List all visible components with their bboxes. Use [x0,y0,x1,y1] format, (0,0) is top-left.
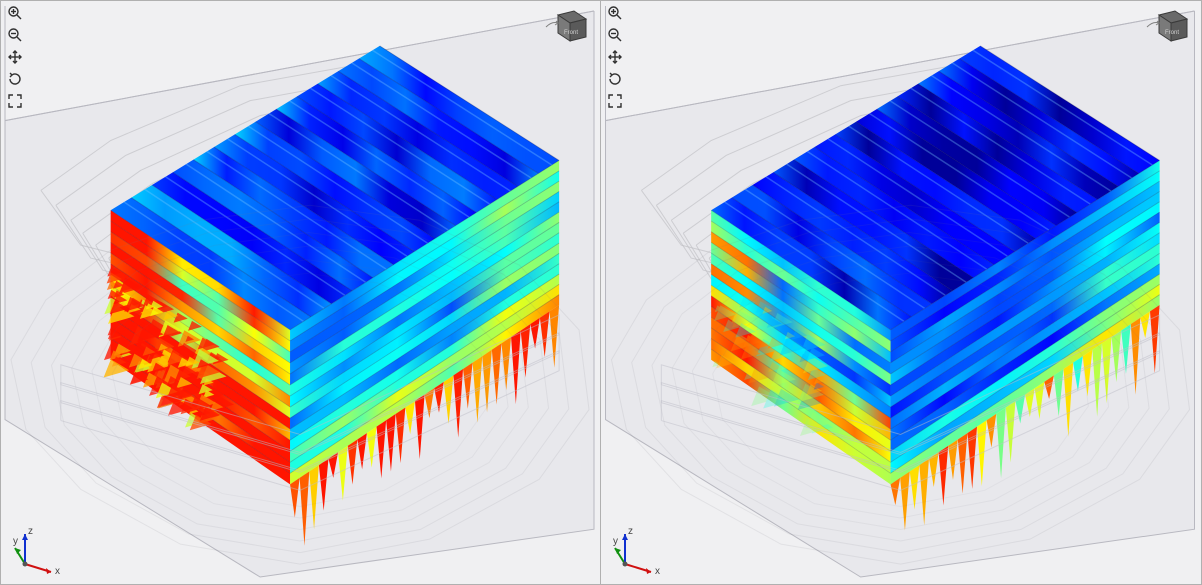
axis-z-label: z [628,526,633,537]
axis-triad: x y z [13,524,65,576]
zoom-in-icon [607,5,623,26]
view-toolbar [605,5,625,113]
viewport-left[interactable]: Front x y z [0,0,601,585]
axis-triad: x y z [613,524,665,576]
axis-x-label: x [655,566,660,576]
zoom-out-icon [607,27,623,48]
rotate-button[interactable] [605,71,625,91]
zoom-out-icon [7,27,23,48]
view-cube[interactable]: Front [1143,7,1191,47]
zoom-out-button[interactable] [605,27,625,47]
rotate-icon [607,71,623,92]
pan-icon [7,49,23,70]
viewcube-label: Front [1165,30,1179,36]
split-container: Front x y z Front [0,0,1202,585]
pan-icon [607,49,623,70]
axis-x-label: x [55,566,60,576]
zoom-in-button[interactable] [5,5,25,25]
rotate-icon [7,71,23,92]
fit-icon [607,93,623,114]
pan-button[interactable] [605,49,625,69]
viewcube-label: Front [564,30,578,36]
pan-button[interactable] [5,49,25,69]
viewport-canvas[interactable] [1,1,600,584]
zoom-in-button[interactable] [605,5,625,25]
axis-y-label: y [613,536,618,547]
axis-z-label: z [28,526,33,537]
rotate-button[interactable] [5,71,25,91]
view-cube[interactable]: Front [542,7,590,47]
zoom-in-icon [7,5,23,26]
fit-icon [7,93,23,114]
zoom-out-button[interactable] [5,27,25,47]
cube-icon: Front [546,11,586,41]
cube-icon: Front [1147,11,1187,41]
fit-button[interactable] [605,93,625,113]
fit-button[interactable] [5,93,25,113]
viewport-canvas[interactable] [601,1,1201,584]
axis-y-label: y [13,536,18,547]
viewport-right[interactable]: Front x y z [601,0,1202,585]
view-toolbar [5,5,25,113]
